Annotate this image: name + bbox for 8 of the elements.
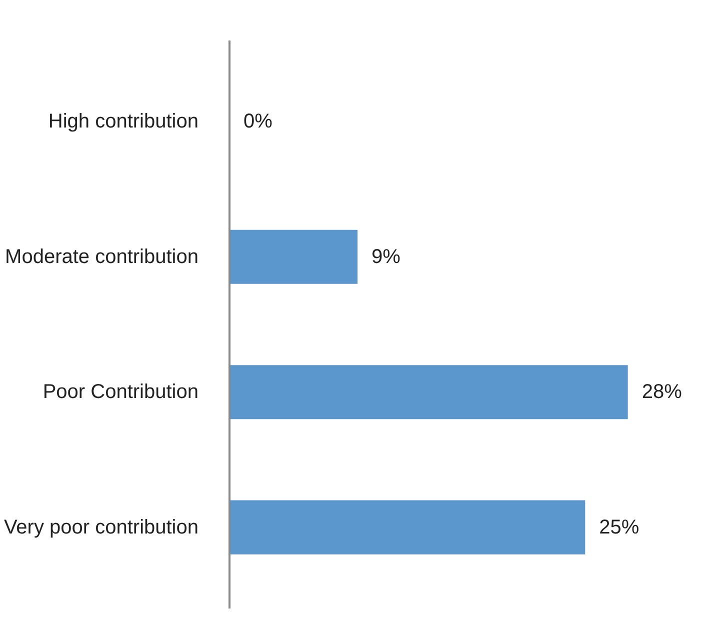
y-tick-label: Poor Contribution [42, 381, 199, 404]
data-label: 25% [599, 516, 640, 538]
data-label: 0% [244, 110, 273, 133]
data-label: 28% [642, 381, 682, 404]
data-label: 9% [372, 246, 401, 268]
y-tick-label: Moderate contribution [5, 246, 199, 268]
y-tick-label: Very poor contribution [4, 516, 198, 538]
y-tick-label: High contribution [48, 110, 199, 133]
